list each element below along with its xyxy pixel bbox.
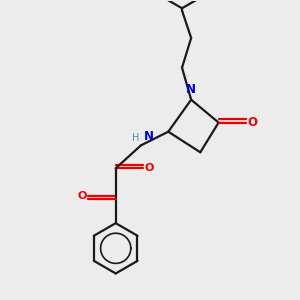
Text: O: O — [145, 163, 154, 173]
Text: O: O — [248, 116, 258, 129]
Text: N: N — [144, 130, 154, 143]
Text: H: H — [132, 133, 139, 143]
Text: N: N — [186, 83, 196, 96]
Text: O: O — [77, 191, 86, 201]
